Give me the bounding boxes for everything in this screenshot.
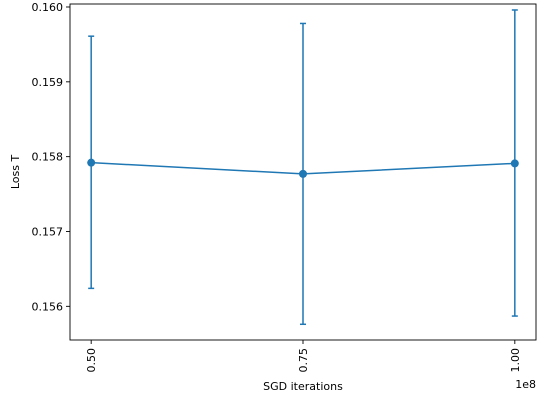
x-axis-offset-label: 1e8 — [515, 378, 536, 391]
y-tick-label: 0.158 — [32, 151, 64, 164]
x-axis-label: SGD iterations — [263, 380, 343, 393]
series-layer — [87, 9, 519, 326]
y-axis: 0.156 0.157 0.158 0.159 0.160 — [32, 1, 70, 313]
y-axis-label: Loss T — [9, 155, 22, 190]
data-point — [510, 159, 519, 168]
y-tick-label: 0.156 — [32, 300, 64, 313]
x-tick-label: 0.75 — [297, 348, 310, 373]
x-axis: 0.50 0.75 1.00 — [85, 340, 522, 373]
data-point — [87, 158, 96, 167]
x-tick-label: 1.00 — [509, 348, 522, 373]
data-point — [299, 169, 307, 178]
x-tick-label: 0.50 — [85, 348, 98, 373]
y-tick-label: 0.157 — [32, 225, 64, 238]
y-tick-label: 0.159 — [32, 76, 64, 89]
y-tick-label: 0.160 — [32, 1, 64, 14]
